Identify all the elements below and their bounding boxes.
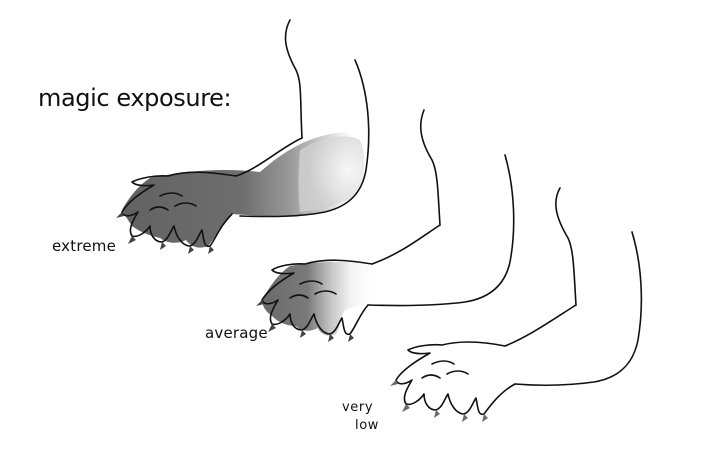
level-label-low: low bbox=[355, 418, 379, 433]
arm-extreme-claw-5 bbox=[208, 246, 214, 254]
arm-average-claw-1 bbox=[256, 300, 264, 306]
arm-average-shading bbox=[262, 261, 382, 336]
arm-very-low-claw-2 bbox=[402, 404, 410, 412]
arm-extreme-back-outline bbox=[239, 59, 370, 218]
arm-very-low-claw-4 bbox=[462, 414, 468, 422]
level-label-average: average bbox=[205, 324, 268, 342]
arm-extreme-claw-3 bbox=[160, 242, 166, 250]
arm-average-hand-outline bbox=[261, 259, 373, 336]
arm-extreme-hand-outline bbox=[121, 171, 237, 248]
arm-average-claw-4 bbox=[328, 334, 334, 342]
arm-very-low-back-outline bbox=[514, 231, 643, 387]
arm-extreme: extreme bbox=[52, 19, 370, 255]
arm-very-low-knuckles bbox=[421, 360, 469, 379]
arm-average-upper-outline bbox=[419, 109, 441, 226]
level-label-very: very bbox=[342, 400, 373, 415]
arm-very-low-claw-5 bbox=[482, 414, 488, 422]
arm-extreme-knuckles bbox=[149, 192, 197, 211]
arm-extreme-claw-1 bbox=[116, 212, 124, 218]
arm-average-claw-3 bbox=[300, 330, 306, 338]
arm-average-knuckles bbox=[289, 280, 337, 299]
arm-very-low-claw-1 bbox=[390, 380, 398, 386]
arm-very-low-hand-outline bbox=[395, 341, 516, 416]
arm-average-back-outline bbox=[367, 154, 515, 307]
arm-very-low-upper-outline bbox=[555, 187, 577, 306]
arm-extreme-claw-2 bbox=[128, 236, 136, 244]
title-label: magic exposure: bbox=[38, 84, 231, 112]
arm-average-claw-2 bbox=[268, 324, 276, 332]
arm-average-claw-5 bbox=[348, 334, 354, 342]
arm-very-low: very low bbox=[342, 187, 643, 433]
arm-extreme-claw-4 bbox=[188, 246, 194, 254]
arm-extreme-upper-outline bbox=[284, 19, 303, 139]
arm-average: average bbox=[205, 109, 515, 342]
arm-very-low-claw-3 bbox=[434, 410, 440, 418]
arm-very-low-forearm-top bbox=[504, 304, 577, 347]
level-label-extreme: extreme bbox=[52, 237, 116, 255]
arm-extreme-forearm-top bbox=[235, 137, 303, 177]
arm-average-forearm-top bbox=[371, 224, 441, 265]
arm-extreme-elbow-shade bbox=[298, 136, 365, 212]
